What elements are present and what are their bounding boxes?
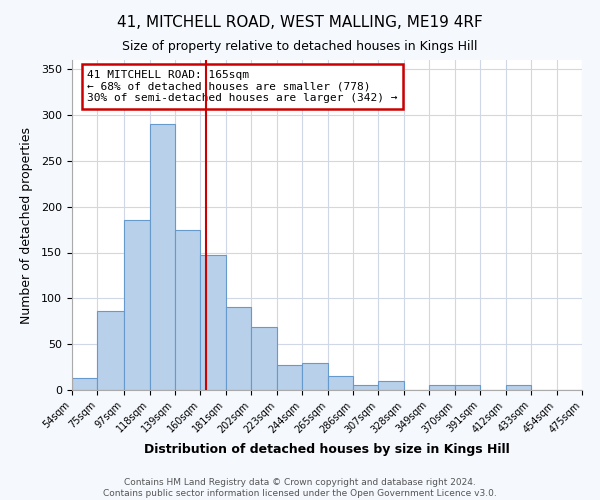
Bar [277,365,302,390]
Text: Contains HM Land Registry data © Crown copyright and database right 2024.
Contai: Contains HM Land Registry data © Crown c… [103,478,497,498]
Bar [149,124,175,390]
Bar [200,255,226,390]
Bar [251,327,277,390]
Text: Size of property relative to detached houses in Kings Hill: Size of property relative to detached ho… [122,40,478,53]
Bar [97,311,124,390]
Bar [353,384,379,390]
Bar [455,384,480,390]
Text: 41, MITCHELL ROAD, WEST MALLING, ME19 4RF: 41, MITCHELL ROAD, WEST MALLING, ME19 4R… [117,15,483,30]
Bar [124,220,149,390]
Bar [175,230,200,390]
Bar [506,384,531,390]
Bar [72,378,97,390]
Bar [379,381,404,390]
Text: 41 MITCHELL ROAD: 165sqm
← 68% of detached houses are smaller (778)
30% of semi-: 41 MITCHELL ROAD: 165sqm ← 68% of detach… [88,70,398,103]
Bar [302,362,328,390]
X-axis label: Distribution of detached houses by size in Kings Hill: Distribution of detached houses by size … [144,443,510,456]
Bar [430,386,455,390]
Bar [328,376,353,390]
Bar [226,306,251,390]
Y-axis label: Number of detached properties: Number of detached properties [20,126,33,324]
